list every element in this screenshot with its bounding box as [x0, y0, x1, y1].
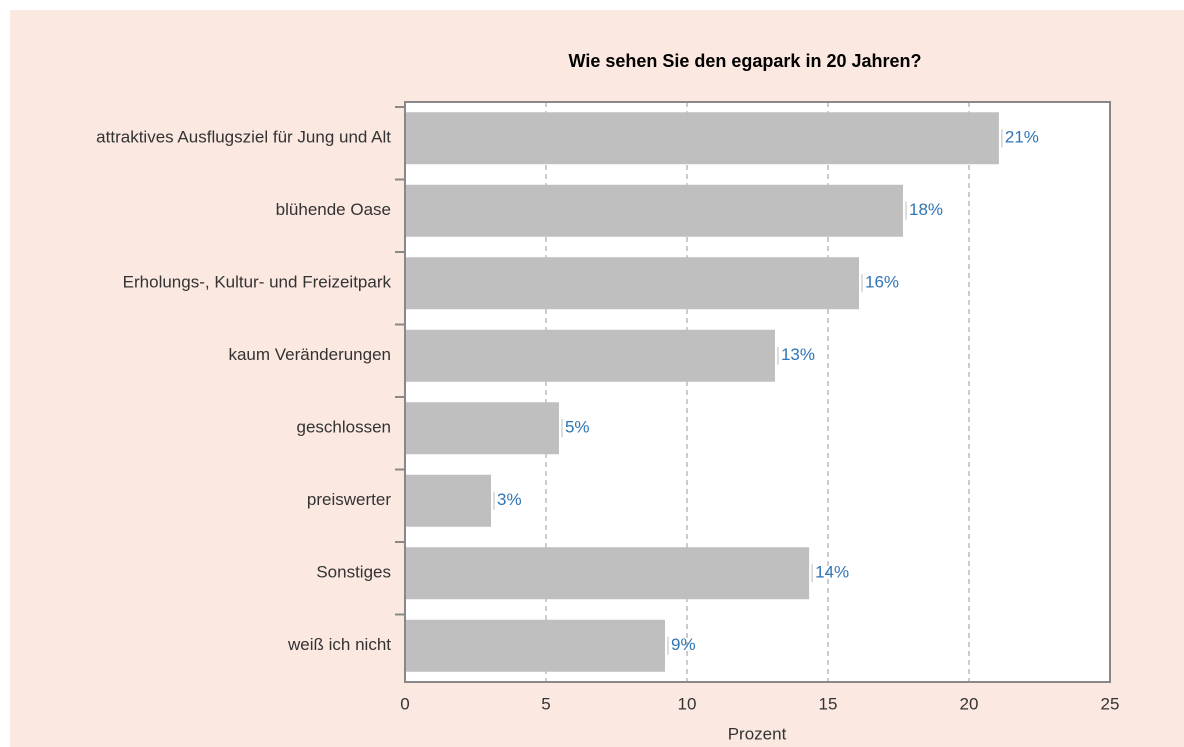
y-tick-label: blühende Oase — [276, 200, 391, 219]
chart-title: Wie sehen Sie den egapark in 20 Jahren? — [569, 51, 922, 71]
y-tick-label: Sonstiges — [316, 563, 391, 582]
value-label: 9% — [671, 635, 696, 654]
bar — [405, 619, 666, 672]
y-tick-label: Erholungs-, Kultur- und Freizeitpark — [123, 273, 392, 292]
y-tick-label: geschlossen — [296, 418, 391, 437]
value-label: 18% — [909, 200, 943, 219]
value-label: 21% — [1005, 128, 1039, 147]
y-tick-label: kaum Veränderungen — [228, 345, 391, 364]
bar — [405, 547, 810, 600]
x-tick-label: 0 — [400, 694, 409, 713]
value-label: 3% — [497, 490, 522, 509]
x-tick-label: 10 — [678, 694, 697, 713]
x-tick-label: 20 — [960, 694, 979, 713]
bar — [405, 329, 775, 382]
x-tick-label: 5 — [541, 694, 550, 713]
plot-border — [404, 101, 1111, 683]
x-axis-label: Prozent — [728, 724, 787, 743]
value-label: 5% — [565, 418, 590, 437]
y-tick-label: preiswerter — [307, 490, 391, 509]
value-label: 14% — [815, 563, 849, 582]
x-tick-label: 15 — [819, 694, 838, 713]
bar — [405, 184, 904, 237]
y-tick-label: weiß ich nicht — [287, 635, 391, 654]
bar — [405, 112, 999, 165]
y-tick-label: attraktives Ausflugsziel für Jung und Al… — [96, 128, 391, 147]
bar — [405, 474, 492, 527]
bar — [405, 402, 559, 455]
value-label: 16% — [865, 273, 899, 292]
value-label: 13% — [781, 345, 815, 364]
bar — [405, 257, 860, 310]
x-tick-label: 25 — [1101, 694, 1120, 713]
